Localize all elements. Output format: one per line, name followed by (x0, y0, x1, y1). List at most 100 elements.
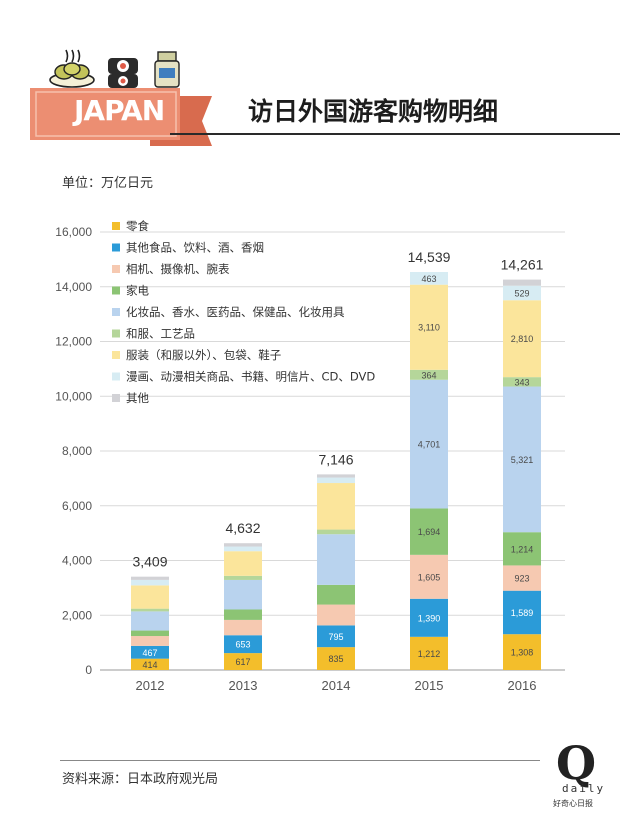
bar-segment (503, 300, 541, 378)
data-label: 3,110 (418, 323, 440, 333)
legend-swatch (112, 372, 120, 381)
data-label: 343 (514, 377, 529, 387)
banner-label: JAPAN (74, 94, 165, 127)
footer-divider (60, 760, 540, 761)
legend-label: 相机、摄像机、腕表 (126, 262, 230, 276)
bar-segment (224, 579, 262, 610)
legend-swatch (112, 265, 120, 273)
y-tick-label: 12,000 (55, 335, 92, 349)
data-label: 617 (235, 657, 250, 667)
data-label: 795 (328, 632, 343, 642)
x-tick-label: 2014 (322, 678, 351, 693)
legend-swatch (112, 329, 120, 338)
q-logo-tagline: 好奇心日报 (553, 799, 593, 808)
legend-label: 其他 (126, 391, 149, 405)
bar-segment (503, 590, 541, 635)
legend-label: 零食 (126, 219, 149, 233)
data-label: 529 (514, 288, 529, 298)
bar-segment (317, 625, 355, 648)
legend-swatch (112, 243, 120, 252)
q-logo-word: daily (562, 782, 606, 795)
data-label: 1,605 (418, 572, 441, 582)
legend-label: 漫画、动漫相关商品、书籍、明信片、CD、DVD (126, 370, 375, 384)
bar-segment (410, 598, 448, 637)
data-label: 1,390 (418, 613, 441, 623)
bar-segment (131, 608, 169, 612)
data-label: 923 (514, 574, 529, 584)
bar-segment (131, 630, 169, 637)
data-label: 5,321 (511, 455, 534, 465)
tempura-icon (49, 49, 95, 88)
bar-segment (410, 636, 448, 670)
legend-label: 家电 (126, 284, 149, 298)
bar-segment (410, 271, 448, 285)
y-tick-label: 14,000 (55, 280, 92, 294)
data-label: 1,212 (418, 649, 441, 659)
data-label: 467 (142, 648, 157, 658)
y-tick-label: 10,000 (55, 389, 92, 403)
data-label: 653 (235, 640, 250, 650)
bar-segment (503, 386, 541, 533)
bar-segment (503, 565, 541, 591)
bar-segment (503, 532, 541, 566)
bar-segment (224, 546, 262, 552)
q-logo-letter: Q (556, 736, 597, 790)
bar-segment (317, 647, 355, 670)
bar-segment (131, 645, 169, 659)
bar-segment (131, 658, 169, 670)
bar-segment (317, 474, 355, 478)
drink-bottle-icon (154, 51, 180, 88)
bar-segment (410, 379, 448, 509)
total-label: 14,539 (408, 249, 451, 265)
bar-segment (224, 609, 262, 620)
bar-segment (131, 579, 169, 586)
legend-label: 服装（和服以外）、包袋、鞋子 (126, 348, 281, 362)
y-tick-label: 6,000 (62, 499, 92, 513)
bar-segment (317, 483, 355, 530)
data-label: 1,694 (418, 527, 441, 537)
bar-segment (503, 285, 541, 301)
bar-segment (317, 529, 355, 535)
bar-segment (503, 279, 541, 286)
bar-segment (224, 575, 262, 580)
legend-swatch (112, 286, 120, 295)
total-label: 14,261 (501, 257, 544, 273)
legend-swatch (112, 222, 120, 230)
legend-swatch (112, 308, 120, 316)
legend-label: 其他食品、饮料、酒、香烟 (126, 241, 264, 255)
bar-segment (131, 611, 169, 631)
bar-segment (410, 369, 448, 380)
legend-label: 和服、工艺品 (126, 327, 195, 341)
bar-segment (131, 636, 169, 646)
sushi-icon (108, 58, 138, 88)
unit-label: 单位：万亿日元 (62, 176, 154, 191)
stacked-bar-chart: 0 2,000 4,000 6,000 8,000 10,000 12,000 14,000 1… (55, 219, 565, 693)
header: JAPAN 访日外国游客购物明细 (0, 0, 640, 160)
x-tick-label: 2012 (136, 678, 165, 693)
data-label: 4,701 (418, 440, 441, 450)
bar-segment (131, 576, 169, 580)
title-underline (170, 133, 620, 135)
y-tick-label: 16,000 (55, 225, 92, 239)
bar-segment (503, 377, 541, 387)
data-label: 1,214 (511, 544, 534, 554)
bar-segment (317, 477, 355, 484)
data-label: 364 (421, 370, 436, 380)
bar-segment (224, 653, 262, 670)
bar-segment (224, 543, 262, 547)
page-title: 访日外国游客购物明细 (248, 97, 499, 126)
legend-swatch (112, 351, 120, 359)
bar-segment (224, 635, 262, 654)
bar-segment (131, 585, 169, 609)
x-tick-label: 2015 (415, 678, 444, 693)
y-tick-label: 0 (85, 663, 92, 677)
bar-segment (410, 284, 448, 370)
bar-segment (224, 619, 262, 636)
data-label: 2,810 (511, 334, 534, 344)
x-tick-label: 2013 (229, 678, 258, 693)
data-label: 1,308 (511, 648, 534, 658)
y-tick-label: 8,000 (62, 444, 92, 458)
y-tick-label: 2,000 (62, 608, 92, 622)
bar-segment (317, 534, 355, 585)
total-label: 4,632 (225, 520, 260, 536)
